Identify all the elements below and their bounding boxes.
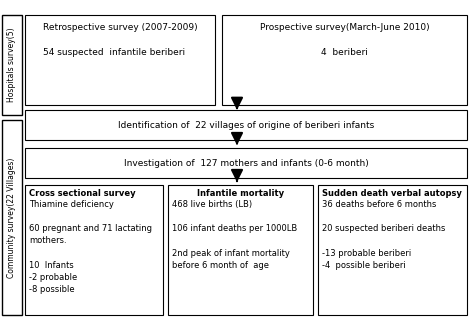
Text: 468 live births (LB)

106 infant deaths per 1000LB

2nd peak of infant mortality: 468 live births (LB) 106 infant deaths p…	[172, 200, 297, 270]
Text: Cross sectional survey: Cross sectional survey	[29, 189, 136, 198]
Text: Hospitals survey(5): Hospitals survey(5)	[8, 28, 17, 102]
Bar	[2, 120, 22, 315]
Text: Retrospective survey (2007-2009)

54 suspected  infantile beriberi: Retrospective survey (2007-2009) 54 susp…	[43, 23, 197, 57]
Bar	[25, 185, 163, 315]
Bar	[25, 15, 215, 105]
Text: 36 deaths before 6 months

20 suspected beriberi deaths

-13 probable beriberi
-: 36 deaths before 6 months 20 suspected b…	[322, 200, 446, 270]
Bar	[222, 15, 467, 105]
Text: Sudden death verbal autopsy: Sudden death verbal autopsy	[322, 189, 462, 198]
Text: Community survey(22 Villages): Community survey(22 Villages)	[8, 157, 17, 278]
Text: Infantile mortality: Infantile mortality	[197, 189, 284, 198]
Text: Identification of  22 villages of origine of beriberi infants: Identification of 22 villages of origine…	[118, 121, 374, 130]
Bar	[25, 148, 467, 178]
Text: Thiamine deficiency

60 pregnant and 71 lactating
mothers.

10  Infants
-2 proba: Thiamine deficiency 60 pregnant and 71 l…	[29, 200, 152, 294]
Bar	[25, 110, 467, 140]
Text: Prospective survey(March-June 2010)

4  beriberi: Prospective survey(March-June 2010) 4 be…	[260, 23, 429, 57]
Bar	[2, 15, 22, 115]
Bar	[168, 185, 313, 315]
Bar	[318, 185, 467, 315]
Text: Investigation of  127 mothers and infants (0-6 month): Investigation of 127 mothers and infants…	[124, 158, 368, 167]
